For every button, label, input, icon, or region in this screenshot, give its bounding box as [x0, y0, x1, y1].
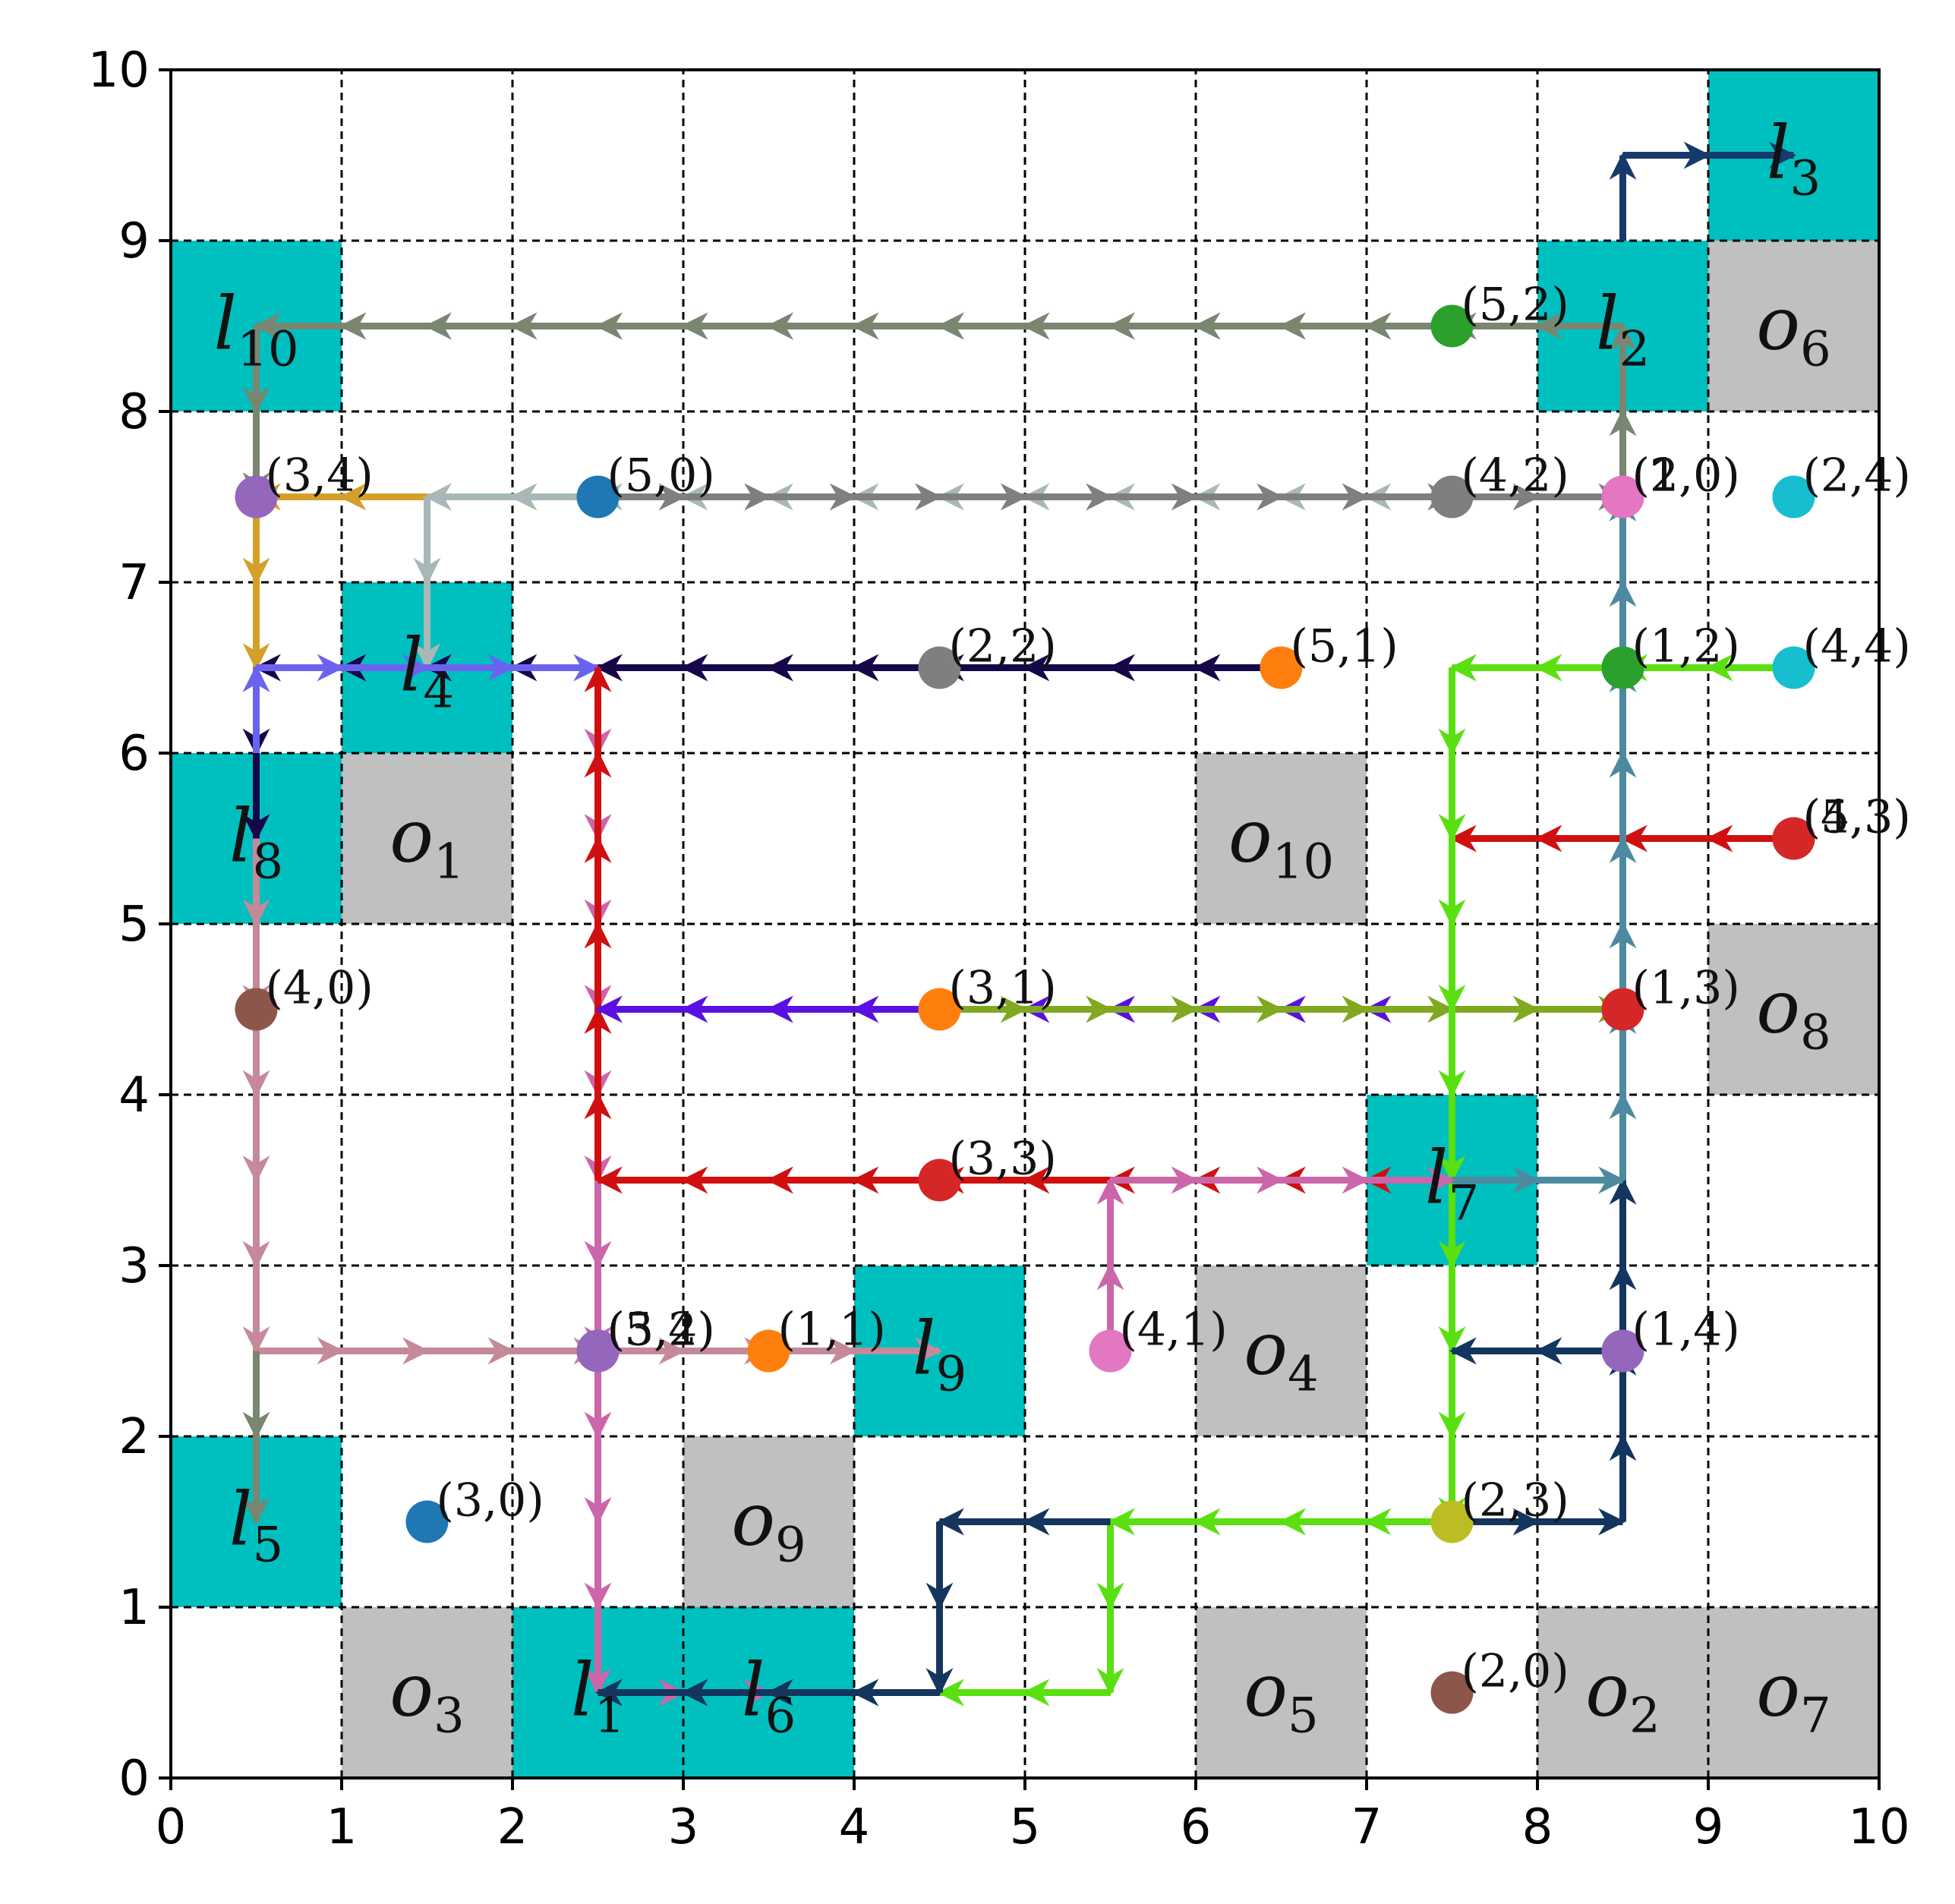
- point-label-0: (5,2): [1462, 279, 1569, 332]
- point-label-22: (3,0): [437, 1474, 544, 1527]
- grid-layer: [171, 70, 1879, 1778]
- x-tick-label-6: 6: [1181, 1799, 1212, 1855]
- obstacle-cell-o10: [1196, 753, 1367, 924]
- point-label-15: (1,3): [1632, 962, 1740, 1015]
- point-label-1: (3,4): [266, 449, 374, 503]
- point-2: [576, 475, 620, 519]
- x-tick-label-5: 5: [1010, 1799, 1041, 1855]
- point-1: [235, 475, 278, 519]
- point-19: [747, 1329, 790, 1373]
- axes-layer: 0 1 2 3 4 5 6 7 8 9 10 0 1 2 3 4 5 6 7 8 9 10: [88, 43, 1910, 1855]
- point-18: [576, 1329, 620, 1373]
- point-24: [1430, 1671, 1474, 1714]
- points-layer: [235, 304, 1815, 1714]
- point-14: [918, 988, 961, 1031]
- point-0: [1430, 304, 1474, 348]
- point-16: [918, 1158, 961, 1202]
- point-label-7: (2,2): [949, 620, 1057, 673]
- obstacle-cell-o3: [342, 1607, 512, 1778]
- y-tick-label-10: 10: [88, 43, 150, 99]
- obstacle-cell-o2: [1537, 1607, 1708, 1778]
- point-label-21: (1,4): [1632, 1303, 1740, 1357]
- x-tick-label-2: 2: [497, 1799, 528, 1855]
- point-label-5: (1,0): [1632, 449, 1740, 503]
- point-label-14: (3,1): [949, 962, 1057, 1015]
- x-tick-label-8: 8: [1522, 1799, 1553, 1855]
- point-15: [1601, 988, 1644, 1031]
- path-21: [1449, 1337, 1637, 1536]
- y-tick-label-2: 2: [118, 1409, 150, 1465]
- point-10: [1772, 646, 1815, 689]
- y-tick-label-1: 1: [118, 1580, 150, 1636]
- path-6: [1609, 141, 1797, 241]
- point-label-2: (5,0): [607, 449, 715, 503]
- point-22: [405, 1500, 449, 1543]
- point-13: [235, 988, 278, 1031]
- cells-layer: [171, 70, 1879, 1778]
- obstacle-cell-o6: [1708, 241, 1879, 411]
- obstacle-cell-o7: [1708, 1607, 1879, 1778]
- y-tick-label-4: 4: [118, 1067, 150, 1124]
- point-8: [1260, 646, 1303, 689]
- point-label-8: (5,1): [1291, 620, 1398, 673]
- point-label-13: (4,0): [266, 962, 374, 1015]
- y-tick-label-3: 3: [118, 1238, 150, 1294]
- point-label-17: (5,4): [607, 1303, 715, 1357]
- point-label-11: (5,3): [1803, 791, 1911, 844]
- obstacle-cell-o9: [683, 1436, 854, 1607]
- point-label-9: (1,2): [1632, 620, 1740, 673]
- path-8: [242, 654, 601, 753]
- x-tick-label-1: 1: [326, 1799, 358, 1855]
- landmark-label-l9: l9: [913, 1307, 966, 1403]
- point-label-20: (4,1): [1120, 1303, 1228, 1357]
- point-label-3: (4,2): [1462, 449, 1569, 503]
- obstacle-cell-o1: [342, 753, 512, 924]
- obstacle-cell-o5: [1196, 1607, 1367, 1778]
- obstacle-label-o4: o4: [1244, 1307, 1319, 1403]
- y-tick-label-7: 7: [118, 555, 150, 611]
- x-tick-label-4: 4: [839, 1799, 870, 1855]
- point-label-24: (2,0): [1462, 1645, 1569, 1698]
- point-label-10: (4,4): [1803, 620, 1911, 673]
- x-tick-label-9: 9: [1693, 1799, 1724, 1855]
- y-tick-label-8: 8: [118, 384, 150, 440]
- point-label-12: (4,3): [1803, 791, 1911, 844]
- point-23: [1430, 1500, 1474, 1543]
- point-label-23: (2,3): [1462, 1474, 1569, 1527]
- point-3: [1430, 475, 1474, 519]
- point-label-6: (2,4): [1803, 449, 1911, 503]
- point-6: [1772, 475, 1815, 519]
- x-tick-label-0: 0: [156, 1799, 187, 1855]
- x-tick-label-3: 3: [668, 1799, 699, 1855]
- y-tick-label-9: 9: [118, 213, 150, 270]
- point-label-19: (1,1): [778, 1303, 886, 1357]
- path-22: [594, 1508, 1111, 1707]
- point-21: [1601, 1329, 1644, 1373]
- obstacle-cell-o8: [1708, 924, 1879, 1095]
- y-tick-label-6: 6: [118, 726, 150, 782]
- point-label-4: (2,0): [1632, 449, 1740, 503]
- obstacle-cell-o4: [1196, 1266, 1367, 1436]
- y-tick-label-0: 0: [118, 1751, 150, 1807]
- x-tick-label-7: 7: [1351, 1799, 1383, 1855]
- x-tick-label-10: 10: [1848, 1799, 1909, 1855]
- point-12: [1772, 817, 1815, 860]
- point-5: [1601, 475, 1644, 519]
- point-label-16: (3,3): [949, 1133, 1057, 1186]
- y-tick-label-5: 5: [118, 897, 150, 953]
- point-label-18: (3,2): [607, 1303, 715, 1357]
- point-20: [1089, 1329, 1132, 1373]
- point-9: [1601, 646, 1644, 689]
- point-7: [918, 646, 961, 689]
